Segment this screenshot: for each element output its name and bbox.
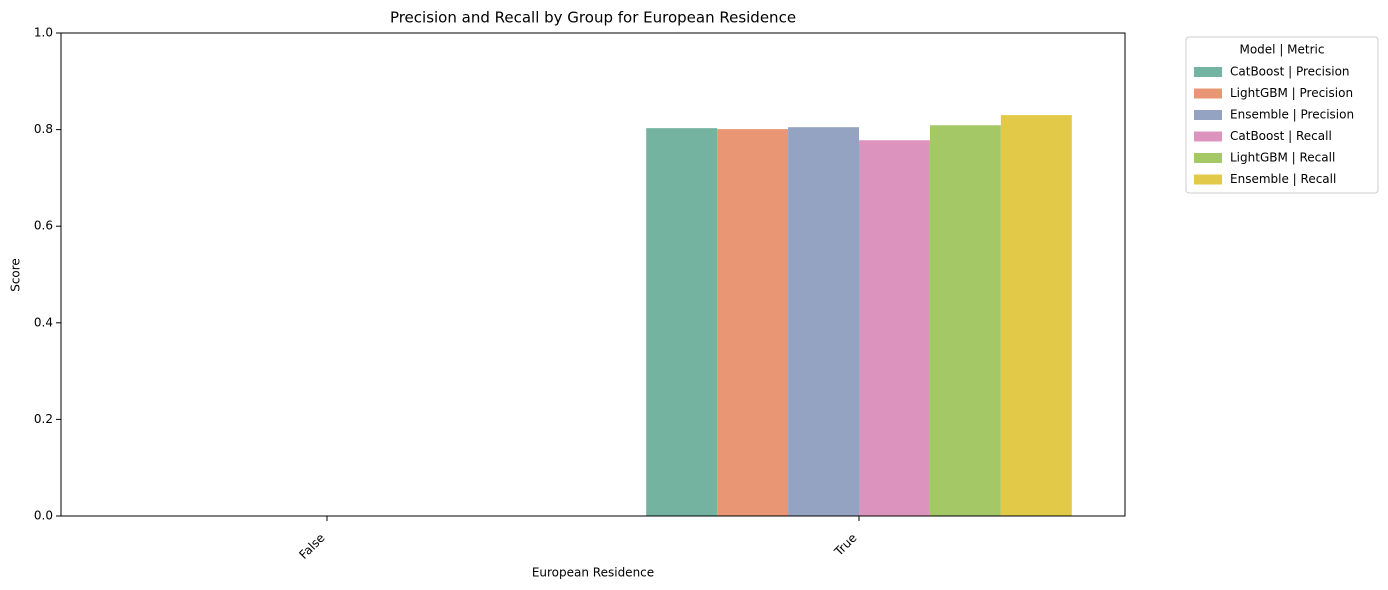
bar xyxy=(717,129,789,516)
chart-title: Precision and Recall by Group for Europe… xyxy=(390,9,796,27)
legend-label: CatBoost | Precision xyxy=(1230,65,1350,79)
legend-swatch xyxy=(1194,131,1222,142)
plot-frame xyxy=(60,32,1126,517)
bar xyxy=(646,128,718,516)
x-axis-title: European Residence xyxy=(532,566,654,580)
y-tick-label: 0.0 xyxy=(34,509,53,523)
legend-label: CatBoost | Recall xyxy=(1230,129,1332,143)
bar xyxy=(929,125,1001,517)
legend-label: Ensemble | Precision xyxy=(1230,108,1354,122)
legend-label: LightGBM | Precision xyxy=(1230,86,1353,100)
legend-swatch xyxy=(1194,174,1222,185)
legend-box xyxy=(1185,36,1379,194)
x-tick-label: True xyxy=(831,531,860,560)
bar xyxy=(1000,115,1072,517)
y-tick-label: 0.2 xyxy=(34,412,53,426)
x-tick-label: False xyxy=(296,531,327,562)
legend-swatch xyxy=(1194,88,1222,99)
legend: Model | Metric CatBoost | Precision LightG… xyxy=(1185,36,1379,194)
y-tick-label: 1.0 xyxy=(34,26,53,40)
legend-swatch xyxy=(1194,67,1222,77)
legend-title: Model | Metric xyxy=(1239,43,1324,57)
y-tick-label: 0.8 xyxy=(34,122,53,136)
bar xyxy=(788,127,859,516)
legend-label: Ensemble | Recall xyxy=(1230,172,1336,186)
legend-swatch xyxy=(1194,153,1222,163)
bar xyxy=(859,140,930,516)
legend-swatch xyxy=(1194,110,1222,120)
y-axis-title: Score xyxy=(9,258,23,292)
legend-label: LightGBM | Recall xyxy=(1230,151,1335,165)
y-tick-label: 0.6 xyxy=(34,219,53,233)
y-tick-label: 0.4 xyxy=(34,315,53,329)
